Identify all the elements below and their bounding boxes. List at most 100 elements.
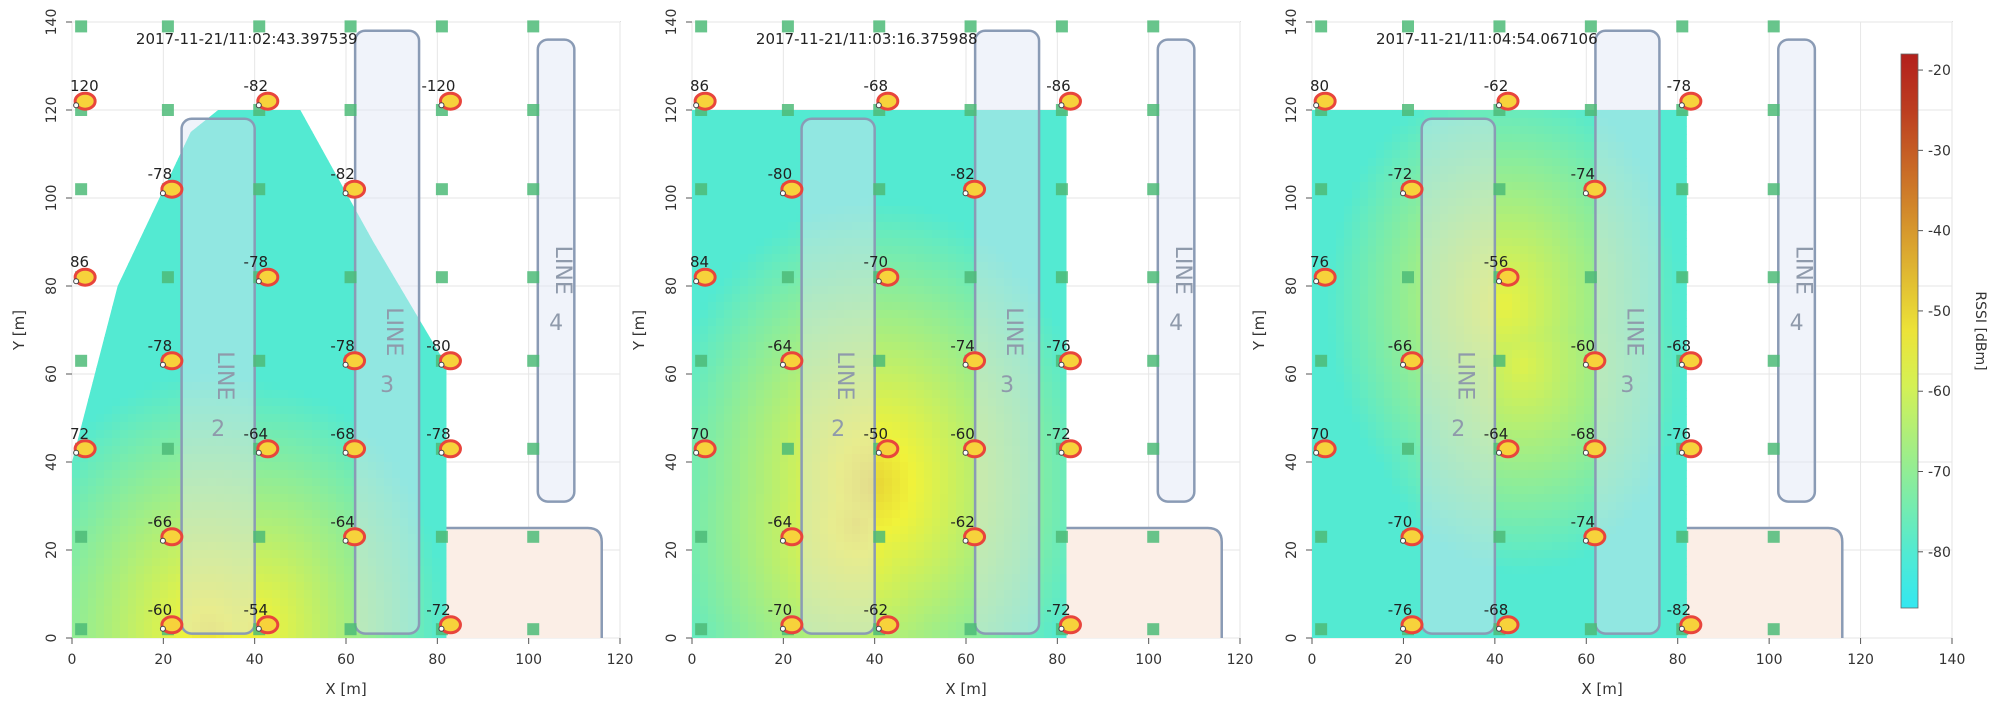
heat-cell [224,334,233,343]
heat-cell [876,326,885,335]
heat-cell [168,326,177,335]
heat-cell [836,182,845,191]
heat-cell [852,526,861,535]
heat-cell [272,542,281,551]
heat-cell [216,238,225,247]
heat-cell [192,446,201,455]
heat-cell [296,190,305,199]
heat-cell [804,382,813,391]
heat-cell [200,118,209,127]
heat-cell [772,294,781,303]
heat-cell [740,566,749,575]
heat-cell [376,598,385,607]
heat-cell [376,422,385,431]
heat-cell [168,574,177,583]
heat-cell [868,302,877,311]
heat-cell [80,566,89,575]
heat-cell [820,230,829,239]
heat-cell [708,510,717,519]
heat-cell [716,270,725,279]
heat-cell [756,118,765,127]
heat-cell [368,550,377,559]
heat-cell [296,134,305,143]
heat-cell [312,406,321,415]
heat-cell [692,126,701,135]
heat-cell [724,462,733,471]
heat-cell [708,606,717,615]
heat-cell [884,462,893,471]
heat-cell [264,382,273,391]
heat-cell [716,406,725,415]
heat-cell [120,614,129,623]
heat-cell [440,470,447,479]
heat-cell [360,326,369,335]
heat-cell [344,598,353,607]
heat-cell [376,558,385,567]
heat-cell [328,166,337,175]
heat-cell [320,494,329,503]
heat-cell [424,374,433,383]
heat-cell [812,214,821,223]
heat-cell [384,478,393,487]
heat-cell [796,582,805,591]
heat-cell [400,486,409,495]
heat-cell [828,614,837,623]
heat-cell [828,262,837,271]
heat-cell [336,222,345,231]
heat-cell [176,374,185,383]
heat-cell [828,134,837,143]
heat-cell [224,446,233,455]
heat-cell [192,598,201,607]
heat-cell [876,230,885,239]
heat-cell [232,542,241,551]
heat-cell [192,142,201,151]
heat-cell [432,486,441,495]
heat-cell [232,342,241,351]
heat-cell [240,318,249,327]
heat-cell [764,550,773,559]
heat-cell [836,398,845,407]
heat-cell [424,390,433,399]
heat-cell [288,446,297,455]
beacon-marker [253,354,266,367]
heat-cell [868,294,877,303]
heat-cell [732,566,741,575]
heat-cell [368,614,377,623]
heat-cell [860,294,869,303]
heat-cell [152,302,161,311]
heat-cell [780,326,789,335]
heat-cell [152,502,161,511]
heat-cell [216,382,225,391]
heat-cell [836,438,845,447]
heat-cell [168,454,177,463]
heat-cell [868,278,877,287]
heat-cell [780,254,789,263]
heat-cell [724,150,733,159]
heat-cell [144,614,153,623]
heat-cell [280,174,289,183]
heat-cell [796,590,805,599]
heat-cell [216,582,225,591]
heat-cell [700,374,709,383]
heat-cell [764,630,773,638]
heat-cell [336,502,345,511]
heat-cell [400,310,409,319]
heat-cell [724,510,733,519]
heat-cell [232,222,241,231]
heat-cell [860,126,869,135]
heat-cell [104,606,113,615]
heat-cell [740,262,749,271]
heat-cell [368,478,377,487]
heat-cell [360,502,369,511]
heat-cell [272,222,281,231]
heat-cell [764,566,773,575]
heat-cell [256,470,265,479]
heat-cell [184,150,193,159]
heat-cell [176,430,185,439]
heat-cell [88,598,97,607]
heat-cell [128,606,137,615]
heat-cell [96,462,105,471]
heat-cell [160,254,169,263]
heat-cell [892,334,901,343]
heat-cell [296,150,305,159]
